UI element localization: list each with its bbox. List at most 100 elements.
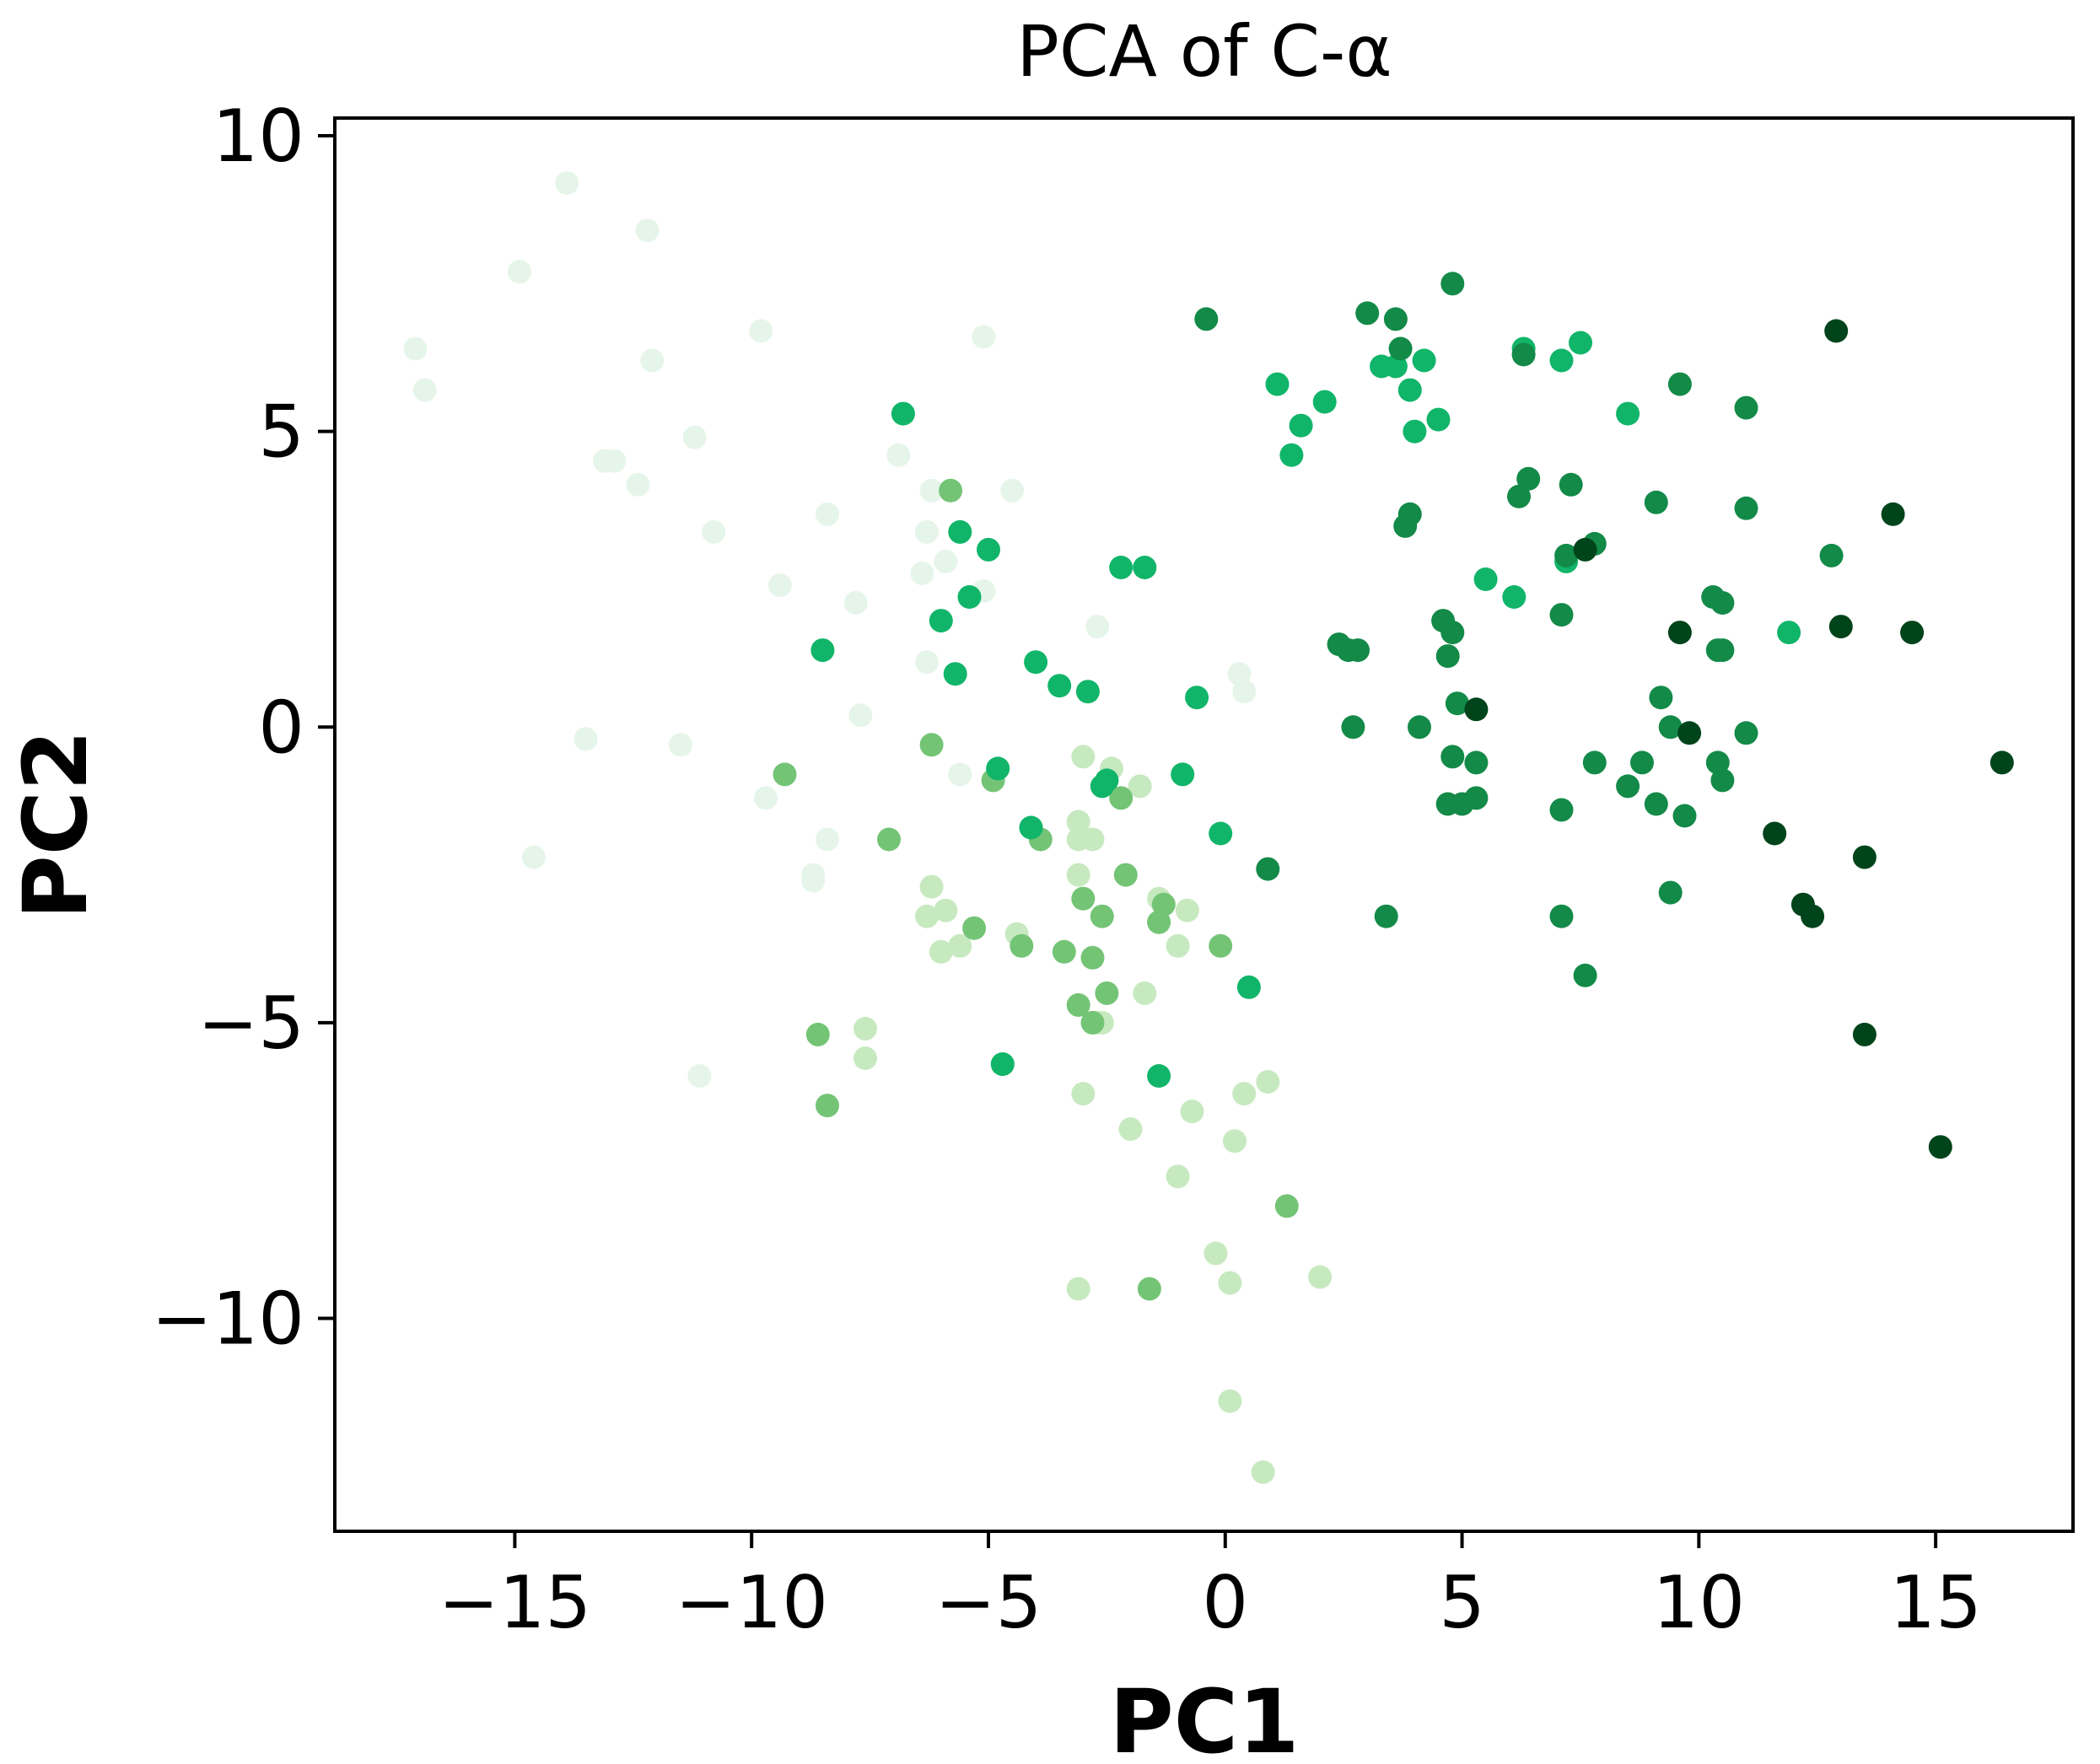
data-point [1440,272,1465,296]
data-point [1209,933,1233,958]
data-point [1990,750,2014,775]
data-point [1256,1070,1280,1094]
data-point [1080,1010,1105,1035]
data-point [848,703,873,728]
data-point [1383,307,1408,331]
data-point [929,939,953,964]
data-point [1412,348,1436,373]
data-point [640,348,665,373]
data-point [1133,981,1157,1005]
data-point [1701,585,1726,609]
data-point [977,537,1000,562]
data-point [1734,721,1758,745]
data-point [939,478,963,503]
data-point [767,573,792,597]
data-point [1066,992,1090,1017]
data-point [1109,556,1133,579]
data-point [1852,845,1877,869]
data-point [1095,981,1119,1005]
x-tick-label: −5 [935,1561,1042,1645]
data-point [635,218,660,243]
data-point [508,260,531,284]
data-point [1090,904,1114,928]
data-point [1881,502,1905,526]
data-point [1658,880,1683,905]
data-point [948,762,972,787]
data-point [1549,798,1574,822]
data-point [754,786,778,810]
data-point [1763,821,1787,846]
data-point [1194,307,1219,331]
data-point [1236,975,1261,999]
data-point [1824,319,1849,343]
data-point [1507,484,1531,508]
data-point [1147,1064,1171,1088]
data-point [810,638,835,663]
data-point [816,502,839,526]
data-point [1223,1129,1247,1154]
data-point [1109,786,1133,810]
data-point [1024,650,1048,675]
data-point [972,325,996,349]
data-point [1549,904,1574,928]
data-point [412,378,437,402]
data-point [1071,886,1096,911]
data-point [853,1016,877,1041]
data-point [943,662,967,686]
data-point [1393,514,1418,538]
data-point [801,863,826,887]
data-point [1383,354,1408,379]
x-tick-label: 15 [1889,1561,1981,1645]
data-point [1066,863,1090,887]
data-point [1828,615,1853,639]
data-point [1090,774,1114,799]
data-point [1445,691,1469,716]
data-point [1071,1082,1096,1106]
data-point [1166,1164,1190,1189]
data-point [626,472,650,497]
data-point [1710,768,1735,793]
data-point [886,443,911,467]
data-point [1227,662,1252,686]
x-axis-ticks: −15 −10 −5 0 5 10 15 [439,1531,1982,1645]
x-axis-label: PC1 [1110,1670,1300,1764]
y-axis-ticks: −10 −5 0 5 10 [152,94,335,1362]
data-point [521,845,546,869]
data-point [1734,395,1758,420]
data-point [1274,1194,1299,1218]
data-point [1777,621,1801,645]
data-point [948,519,972,544]
data-point [1133,556,1157,579]
data-point [1440,745,1465,769]
data-point [773,762,797,787]
data-point [1705,750,1730,775]
data-point [1464,697,1489,722]
data-point [1801,904,1825,928]
data-point [915,904,939,928]
data-point [1180,1100,1204,1124]
data-point [1052,939,1076,964]
x-tick-label: 0 [1202,1561,1248,1645]
data-point [1047,674,1072,698]
x-tick-label: 10 [1653,1561,1745,1645]
y-tick-label: 10 [213,94,304,179]
data-point [915,519,939,544]
data-point [1151,892,1176,917]
data-point [1171,762,1195,787]
data-point [1928,1135,1952,1159]
data-point [1066,827,1090,852]
data-point [702,519,726,544]
data-point [1710,638,1735,663]
data-point [1734,496,1758,520]
data-point [957,585,982,609]
data-point [1549,348,1574,373]
data-point [1573,963,1597,987]
data-point [1312,390,1337,414]
data-point [1113,863,1138,887]
data-point [816,827,839,852]
data-point [1511,342,1536,367]
data-point [1649,686,1673,710]
data-point [1118,1117,1143,1142]
data-point [1582,750,1607,775]
data-point [1464,786,1489,810]
